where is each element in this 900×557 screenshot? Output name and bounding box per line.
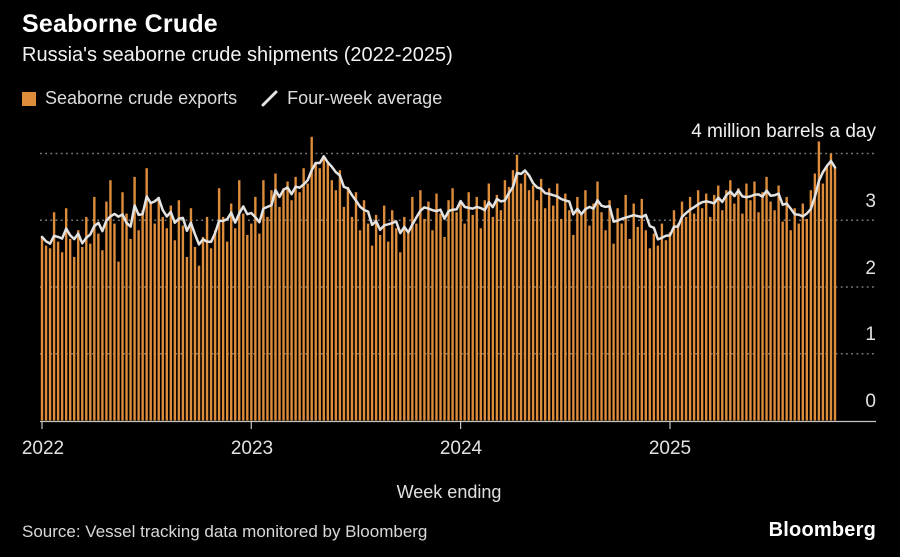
y-tick-3: 3: [865, 191, 876, 212]
y-tick-0: 0: [865, 391, 876, 412]
x-tick-2023: 2023: [230, 438, 274, 459]
exports-swatch-icon: [22, 91, 36, 106]
y-tick-1: 1: [865, 324, 876, 345]
legend-item-exports: Seaborne crude exports: [22, 88, 237, 109]
y-axis-top-label: 4 million barrels a day: [691, 121, 876, 142]
chart-legend: Seaborne crude exports Four-week average: [22, 88, 442, 109]
x-tick-2022: 2022: [21, 438, 65, 459]
legend-average-label: Four-week average: [287, 88, 443, 108]
y-tick-2: 2: [865, 258, 876, 279]
legend-item-average: Four-week average: [261, 88, 442, 109]
x-axis-label: Week ending: [396, 482, 502, 502]
page-title: Seaborne Crude: [22, 10, 218, 38]
source-note: Source: Vessel tracking data monitored b…: [22, 522, 428, 541]
x-tick-2025: 2025: [648, 438, 692, 459]
x-tick-2024: 2024: [439, 438, 483, 459]
chart-subtitle: Russia's seaborne crude shipments (2022-…: [22, 44, 453, 66]
legend-exports-label: Seaborne crude exports: [45, 88, 238, 108]
average-line-icon: [261, 90, 278, 107]
bloomberg-logo: Bloomberg: [768, 519, 876, 541]
